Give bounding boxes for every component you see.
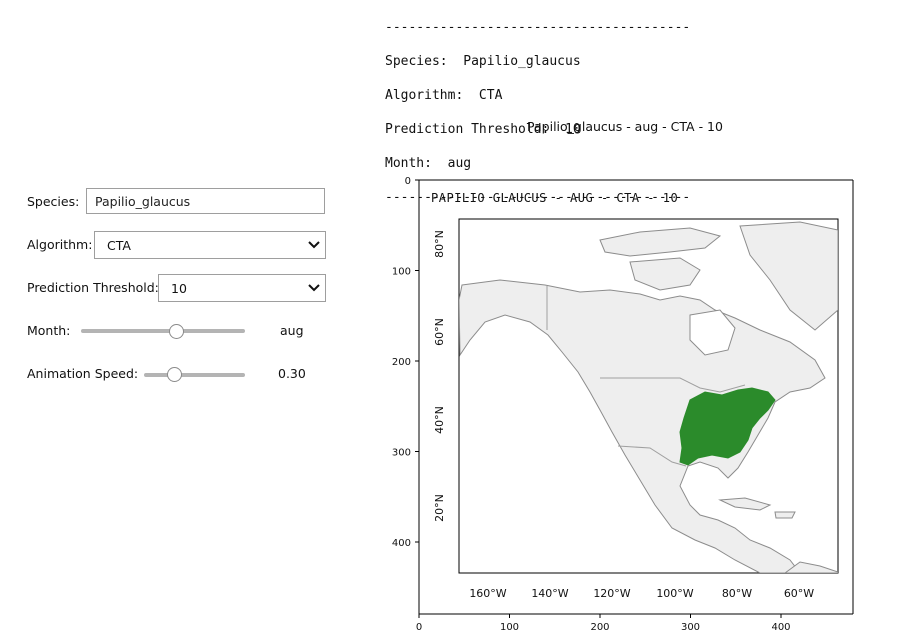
longitude-label: 60°W	[784, 587, 814, 600]
image-y-tick-label: 200	[392, 357, 411, 368]
speed-row: Animation Speed:	[27, 366, 138, 381]
month-label: Month:	[27, 323, 71, 338]
image-x-tick-label: 300	[681, 622, 700, 633]
image-y-tick-label: 300	[392, 448, 411, 459]
greenland	[739, 221, 838, 331]
image-y-tick-label: 100	[392, 267, 411, 278]
longitude-label: 120°W	[593, 587, 630, 600]
species-label: Species:	[27, 194, 80, 209]
arctic-islands	[599, 227, 722, 257]
longitude-label: 140°W	[531, 587, 568, 600]
species-input[interactable]	[86, 188, 325, 214]
threshold-dropdown[interactable]: 10	[158, 274, 326, 302]
chevron-down-icon	[303, 275, 325, 301]
speed-slider-track[interactable]	[144, 373, 245, 377]
map-land	[459, 221, 838, 573]
console-month: Month: aug	[385, 156, 472, 171]
algorithm-row: Algorithm:	[27, 237, 92, 252]
month-slider-track[interactable]	[81, 329, 245, 333]
algorithm-dropdown[interactable]: CTA	[94, 231, 326, 259]
image-x-tick-label: 0	[416, 622, 422, 633]
cuba	[718, 497, 772, 511]
image-x-ticks: 0 100 200 300 400	[416, 614, 791, 633]
speed-label: Animation Speed:	[27, 366, 139, 381]
map-title: PAPILIO GLAUCUS - AUG - CTA - 10	[431, 191, 678, 205]
image-x-tick-label: 100	[500, 622, 519, 633]
latitude-label: 20°N	[433, 494, 446, 522]
image-x-tick-label: 200	[590, 622, 609, 633]
threshold-row: Prediction Threshold:	[27, 280, 159, 295]
threshold-label: Prediction Threshold:	[27, 280, 159, 295]
month-value-readout: aug	[280, 323, 304, 338]
image-y-tick-label: 0	[405, 176, 411, 187]
threshold-selected-value: 10	[171, 280, 187, 296]
longitude-label: 160°W	[469, 587, 506, 600]
longitude-labels: 160°W 140°W 120°W 100°W 80°W 60°W	[469, 587, 814, 600]
console-algorithm: Algorithm: CTA	[385, 88, 503, 103]
chevron-down-icon	[303, 232, 325, 258]
latitude-label: 60°N	[433, 318, 446, 346]
longitude-label: 80°W	[722, 587, 752, 600]
canada-us-border	[600, 377, 746, 393]
us-mexico-border	[617, 445, 687, 467]
hispaniola	[774, 511, 796, 519]
console-separator-top: ---------------------------------------	[385, 20, 691, 35]
latitude-labels: 80°N 60°N 40°N 20°N	[433, 230, 446, 522]
console-threshold: Prediction Threshold: 10	[385, 122, 581, 137]
algorithm-selected-value: CTA	[107, 237, 131, 253]
baffin-island	[629, 257, 701, 291]
south-america	[784, 561, 838, 573]
console-output: --------------------------------------- …	[385, 2, 690, 223]
image-x-tick-label: 400	[771, 622, 790, 633]
console-species: Species: Papilio_glaucus	[385, 54, 581, 69]
speed-value-readout: 0.30	[278, 366, 306, 381]
image-y-ticks: 0 100 200 300 400	[392, 176, 419, 549]
console-separator-bottom: ---------------------------------------	[385, 190, 691, 205]
plot-caption: Papilio_glaucus - aug - CTA - 10	[527, 119, 723, 134]
month-row: Month:	[27, 323, 70, 338]
latitude-label: 80°N	[433, 230, 446, 258]
prediction-area	[679, 387, 776, 466]
month-slider-handle[interactable]	[168, 324, 184, 339]
longitude-label: 100°W	[656, 587, 693, 600]
algorithm-label: Algorithm:	[27, 237, 93, 252]
image-y-tick-label: 400	[392, 538, 411, 549]
species-row: Species:	[27, 194, 79, 209]
speed-slider-handle[interactable]	[166, 367, 182, 382]
latitude-label: 40°N	[433, 406, 446, 434]
hudson-bay	[689, 309, 736, 356]
